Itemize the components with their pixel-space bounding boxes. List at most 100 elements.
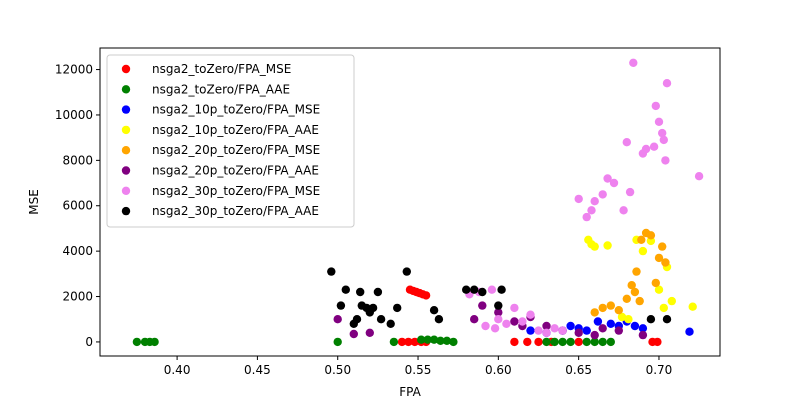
data-point	[534, 326, 543, 335]
data-point	[373, 287, 383, 297]
data-point	[654, 285, 664, 294]
data-point	[497, 285, 506, 294]
data-point	[661, 258, 670, 267]
data-point	[558, 326, 567, 335]
data-point	[502, 319, 511, 328]
data-point	[614, 326, 623, 335]
data-point	[651, 101, 660, 111]
data-point	[590, 242, 599, 251]
y-tick-label: 2000	[62, 290, 93, 304]
x-tick-label: 0.60	[485, 363, 512, 377]
data-point	[550, 337, 559, 347]
data-point	[490, 324, 500, 333]
data-point	[630, 287, 640, 297]
data-point	[542, 337, 551, 347]
legend-label: nsga2_20p_toZero/FPA_MSE	[152, 143, 320, 157]
y-tick-label: 12000	[55, 63, 93, 77]
legend-marker	[121, 166, 131, 175]
legend-marker	[121, 125, 131, 135]
data-point	[462, 285, 471, 294]
data-point	[659, 135, 668, 145]
data-point	[632, 267, 641, 276]
data-point	[662, 315, 672, 324]
x-tick-label: 0.70	[646, 363, 673, 377]
series-7	[327, 267, 672, 328]
data-point	[526, 326, 535, 335]
data-point	[661, 156, 670, 165]
data-point	[423, 335, 432, 344]
x-tick-label: 0.50	[324, 363, 351, 377]
data-point	[526, 310, 535, 319]
data-point	[598, 337, 607, 347]
data-point	[558, 337, 567, 347]
data-point	[667, 296, 676, 306]
legend-label: nsga2_20p_toZero/FPA_AAE	[152, 164, 319, 178]
data-point	[397, 337, 407, 347]
legend-label: nsga2_10p_toZero/FPA_MSE	[152, 103, 320, 117]
data-point	[510, 317, 519, 326]
data-point	[542, 328, 551, 337]
data-point	[637, 235, 646, 244]
data-point	[582, 326, 591, 335]
x-tick-label: 0.65	[565, 363, 592, 377]
data-point	[658, 242, 667, 251]
data-point	[641, 144, 651, 154]
legend-marker	[121, 85, 131, 94]
data-point	[606, 337, 615, 347]
data-point	[694, 172, 704, 181]
data-point	[449, 337, 458, 347]
data-point	[494, 301, 503, 310]
data-point	[598, 324, 607, 333]
data-point	[658, 128, 667, 138]
data-point	[587, 206, 596, 215]
series-6	[465, 58, 704, 337]
data-point	[659, 303, 668, 313]
data-point	[534, 337, 543, 347]
data-point	[421, 291, 431, 300]
data-point	[619, 206, 628, 215]
y-axis-label: MSE	[27, 189, 41, 215]
data-point	[646, 315, 656, 324]
data-point	[333, 337, 342, 347]
data-point	[393, 303, 402, 313]
series-3	[584, 235, 697, 324]
legend-marker	[121, 186, 131, 195]
data-point	[635, 296, 644, 306]
data-point	[582, 337, 591, 347]
legend: nsga2_toZero/FPA_MSE nsga2_toZero/FPA_AAE…	[106, 54, 355, 228]
data-point	[429, 335, 439, 344]
data-point	[624, 315, 633, 324]
data-point	[630, 321, 640, 331]
data-point	[622, 138, 631, 147]
data-point	[470, 285, 479, 294]
data-point	[402, 267, 411, 276]
data-point	[333, 315, 342, 324]
data-point	[582, 212, 591, 222]
data-point	[598, 190, 607, 199]
legend-items: nsga2_toZero/FPA_MSE nsga2_toZero/FPA_AAE…	[121, 62, 320, 218]
y-tick-label: 10000	[55, 108, 93, 122]
data-point	[542, 321, 551, 331]
data-point	[365, 328, 374, 337]
y-axis: 0 2000 4000 6000 8000 10000 12000	[55, 63, 100, 349]
data-point	[523, 337, 532, 347]
data-point	[470, 315, 479, 324]
legend-marker	[121, 146, 131, 155]
data-point	[487, 285, 497, 294]
legend-marker	[121, 206, 131, 216]
data-point	[386, 319, 395, 328]
data-point	[404, 337, 413, 347]
legend-marker	[121, 105, 131, 114]
y-tick-label: 4000	[62, 244, 93, 258]
data-point	[574, 337, 583, 347]
data-point	[649, 142, 659, 151]
data-point	[603, 174, 612, 183]
data-point	[336, 301, 346, 310]
data-point	[574, 194, 583, 204]
data-point	[598, 303, 607, 313]
data-point	[609, 178, 619, 188]
data-point	[436, 336, 445, 345]
data-point	[341, 285, 350, 294]
data-point	[646, 231, 656, 240]
data-point	[590, 308, 599, 317]
